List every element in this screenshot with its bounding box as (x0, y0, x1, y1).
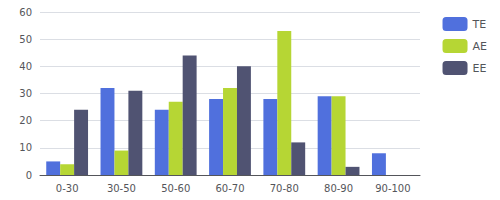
svg-text:90-100: 90-100 (375, 183, 410, 194)
svg-text:30-50: 30-50 (107, 183, 136, 194)
svg-text:50-60: 50-60 (161, 183, 190, 194)
svg-text:30: 30 (19, 88, 32, 99)
svg-text:0-30: 0-30 (56, 183, 79, 194)
svg-text:10: 10 (19, 142, 32, 153)
svg-text:50: 50 (19, 34, 32, 45)
svg-text:40: 40 (19, 61, 32, 72)
svg-text:TE: TE (472, 18, 487, 31)
svg-text:60: 60 (19, 7, 32, 18)
svg-text:AE: AE (473, 40, 488, 53)
svg-text:60-70: 60-70 (215, 183, 244, 194)
svg-text:EE: EE (473, 62, 487, 75)
svg-text:0: 0 (26, 170, 32, 181)
svg-text:20: 20 (19, 115, 32, 126)
svg-text:80-90: 80-90 (324, 183, 353, 194)
svg-text:70-80: 70-80 (270, 183, 299, 194)
